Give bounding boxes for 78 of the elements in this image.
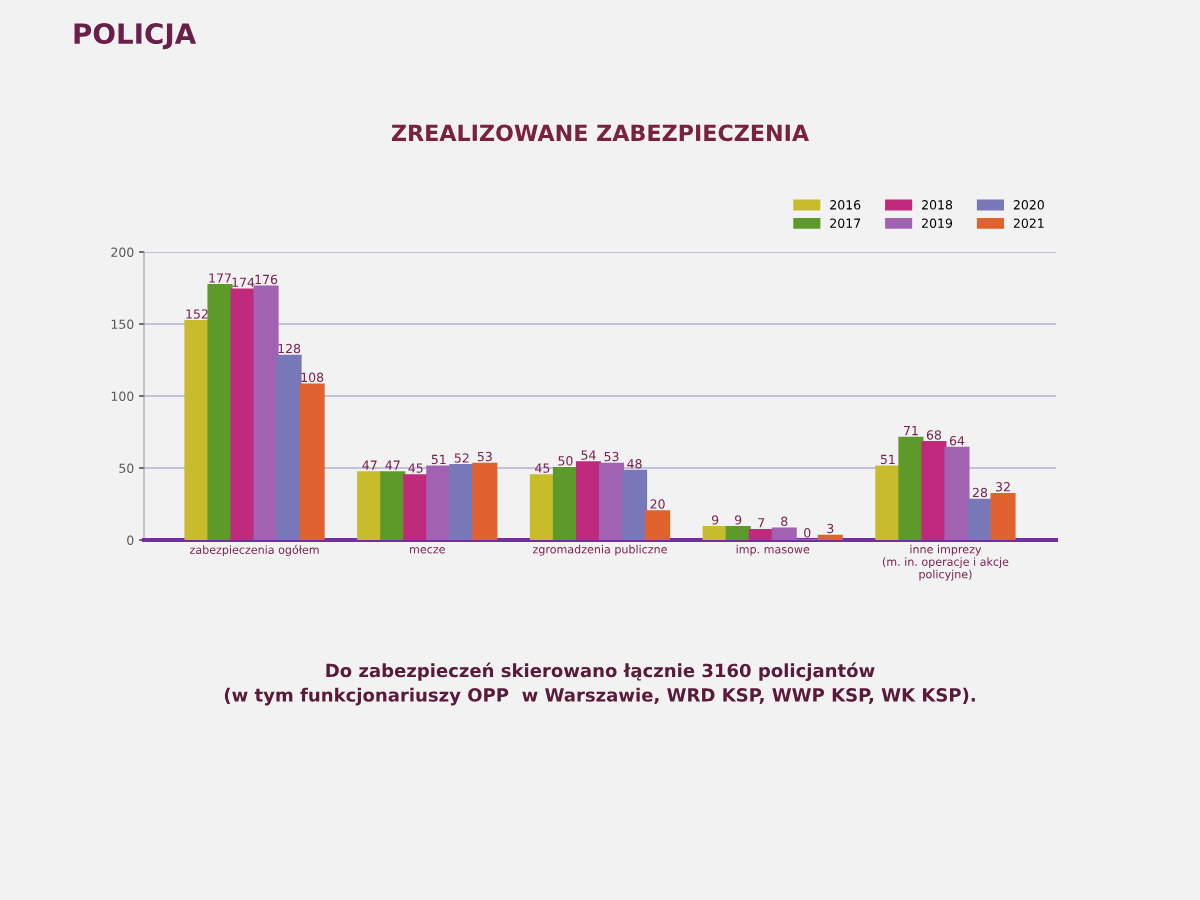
- data-label: 52: [454, 453, 469, 463]
- data-label: 47: [362, 460, 377, 470]
- data-label: 7: [758, 518, 765, 528]
- bar: [529, 474, 555, 540]
- y-tick-label: 0: [127, 535, 134, 545]
- bar: [449, 464, 475, 540]
- data-label: 108: [301, 372, 324, 383]
- data-label: 47: [385, 460, 400, 470]
- data-label: 28: [972, 487, 988, 498]
- data-label: 45: [535, 463, 550, 473]
- data-label: 50: [558, 456, 573, 466]
- y-tick-label: 200: [111, 247, 134, 257]
- x-tick-label: inne imprezy (m. in. operacje i akcje policyjne): [882, 544, 1009, 581]
- bar: [967, 498, 993, 540]
- legend-label: 2021: [1013, 218, 1044, 228]
- bar: [552, 466, 579, 540]
- data-label: 9: [734, 515, 742, 525]
- data-label: 45: [408, 463, 423, 473]
- x-tick-label: zgromadzenia publiczne: [532, 544, 667, 556]
- bar: [621, 469, 648, 540]
- x-tick-label: imp. masowe: [736, 544, 810, 556]
- x-tick-label: zabezpieczenia ogółem: [190, 544, 319, 557]
- legend-label: 2016: [830, 200, 861, 210]
- legend-label: 2020: [1013, 200, 1044, 210]
- data-label: 64: [949, 435, 965, 446]
- data-label: 174: [232, 277, 255, 287]
- bar: [380, 471, 406, 540]
- bar: [426, 465, 452, 540]
- legend-label: 2017: [830, 218, 861, 228]
- bar: [276, 354, 302, 540]
- data-label: 53: [477, 451, 492, 462]
- bar: [253, 285, 279, 540]
- bar: [598, 462, 625, 540]
- y-tick-label: 100: [111, 391, 134, 401]
- legend-label: 2019: [922, 218, 953, 228]
- bar: [748, 528, 774, 540]
- bar: [207, 284, 233, 540]
- data-label: 51: [431, 454, 446, 465]
- bar: [403, 474, 429, 540]
- legend-label: 2018: [922, 200, 953, 210]
- data-label: 176: [255, 274, 278, 285]
- bar: [575, 461, 602, 540]
- data-label: 8: [781, 516, 788, 527]
- bar: [875, 465, 901, 540]
- text: Do zabezpieczeń skierowano łącznie 3160 policjantów (w tym funkcjonariuszy OPP w Warszawie, WRD KSP, WWP KSP, WK KSP).: [224, 662, 975, 706]
- bar: [184, 320, 210, 540]
- data-label: 177: [209, 273, 231, 283]
- data-label: 68: [926, 430, 942, 440]
- bar: [299, 383, 325, 540]
- data-label: 20: [650, 499, 665, 509]
- text: POLICJA: [74, 23, 197, 50]
- bar: [645, 510, 671, 540]
- bar: [921, 441, 947, 540]
- data-label: 71: [903, 426, 918, 436]
- bar: [771, 527, 797, 540]
- data-label: 9: [711, 515, 719, 525]
- data-label: 54: [581, 450, 596, 460]
- data-label: 152: [186, 309, 208, 319]
- bar: [725, 526, 751, 540]
- bar: [817, 534, 843, 540]
- bar: [230, 288, 256, 540]
- y-tick-label: 150: [111, 319, 134, 329]
- data-label: 128: [278, 343, 301, 354]
- data-label: 53: [604, 451, 619, 462]
- y-tick-label: 50: [119, 463, 134, 473]
- data-label: 3: [827, 523, 834, 534]
- data-label: 48: [627, 459, 642, 469]
- chart-title: ZREALIZOWANE ZABEZPIECZENIA: [391, 124, 809, 142]
- bar: [898, 436, 924, 540]
- x-tick-label: mecze: [410, 547, 445, 554]
- data-label: 51: [880, 454, 895, 465]
- bar: [702, 526, 728, 540]
- bar: [472, 462, 498, 540]
- bar: [990, 492, 1016, 540]
- bar: [944, 446, 970, 540]
- data-label: 32: [996, 482, 1010, 492]
- data-label: 0: [804, 528, 811, 538]
- bar: [357, 471, 383, 540]
